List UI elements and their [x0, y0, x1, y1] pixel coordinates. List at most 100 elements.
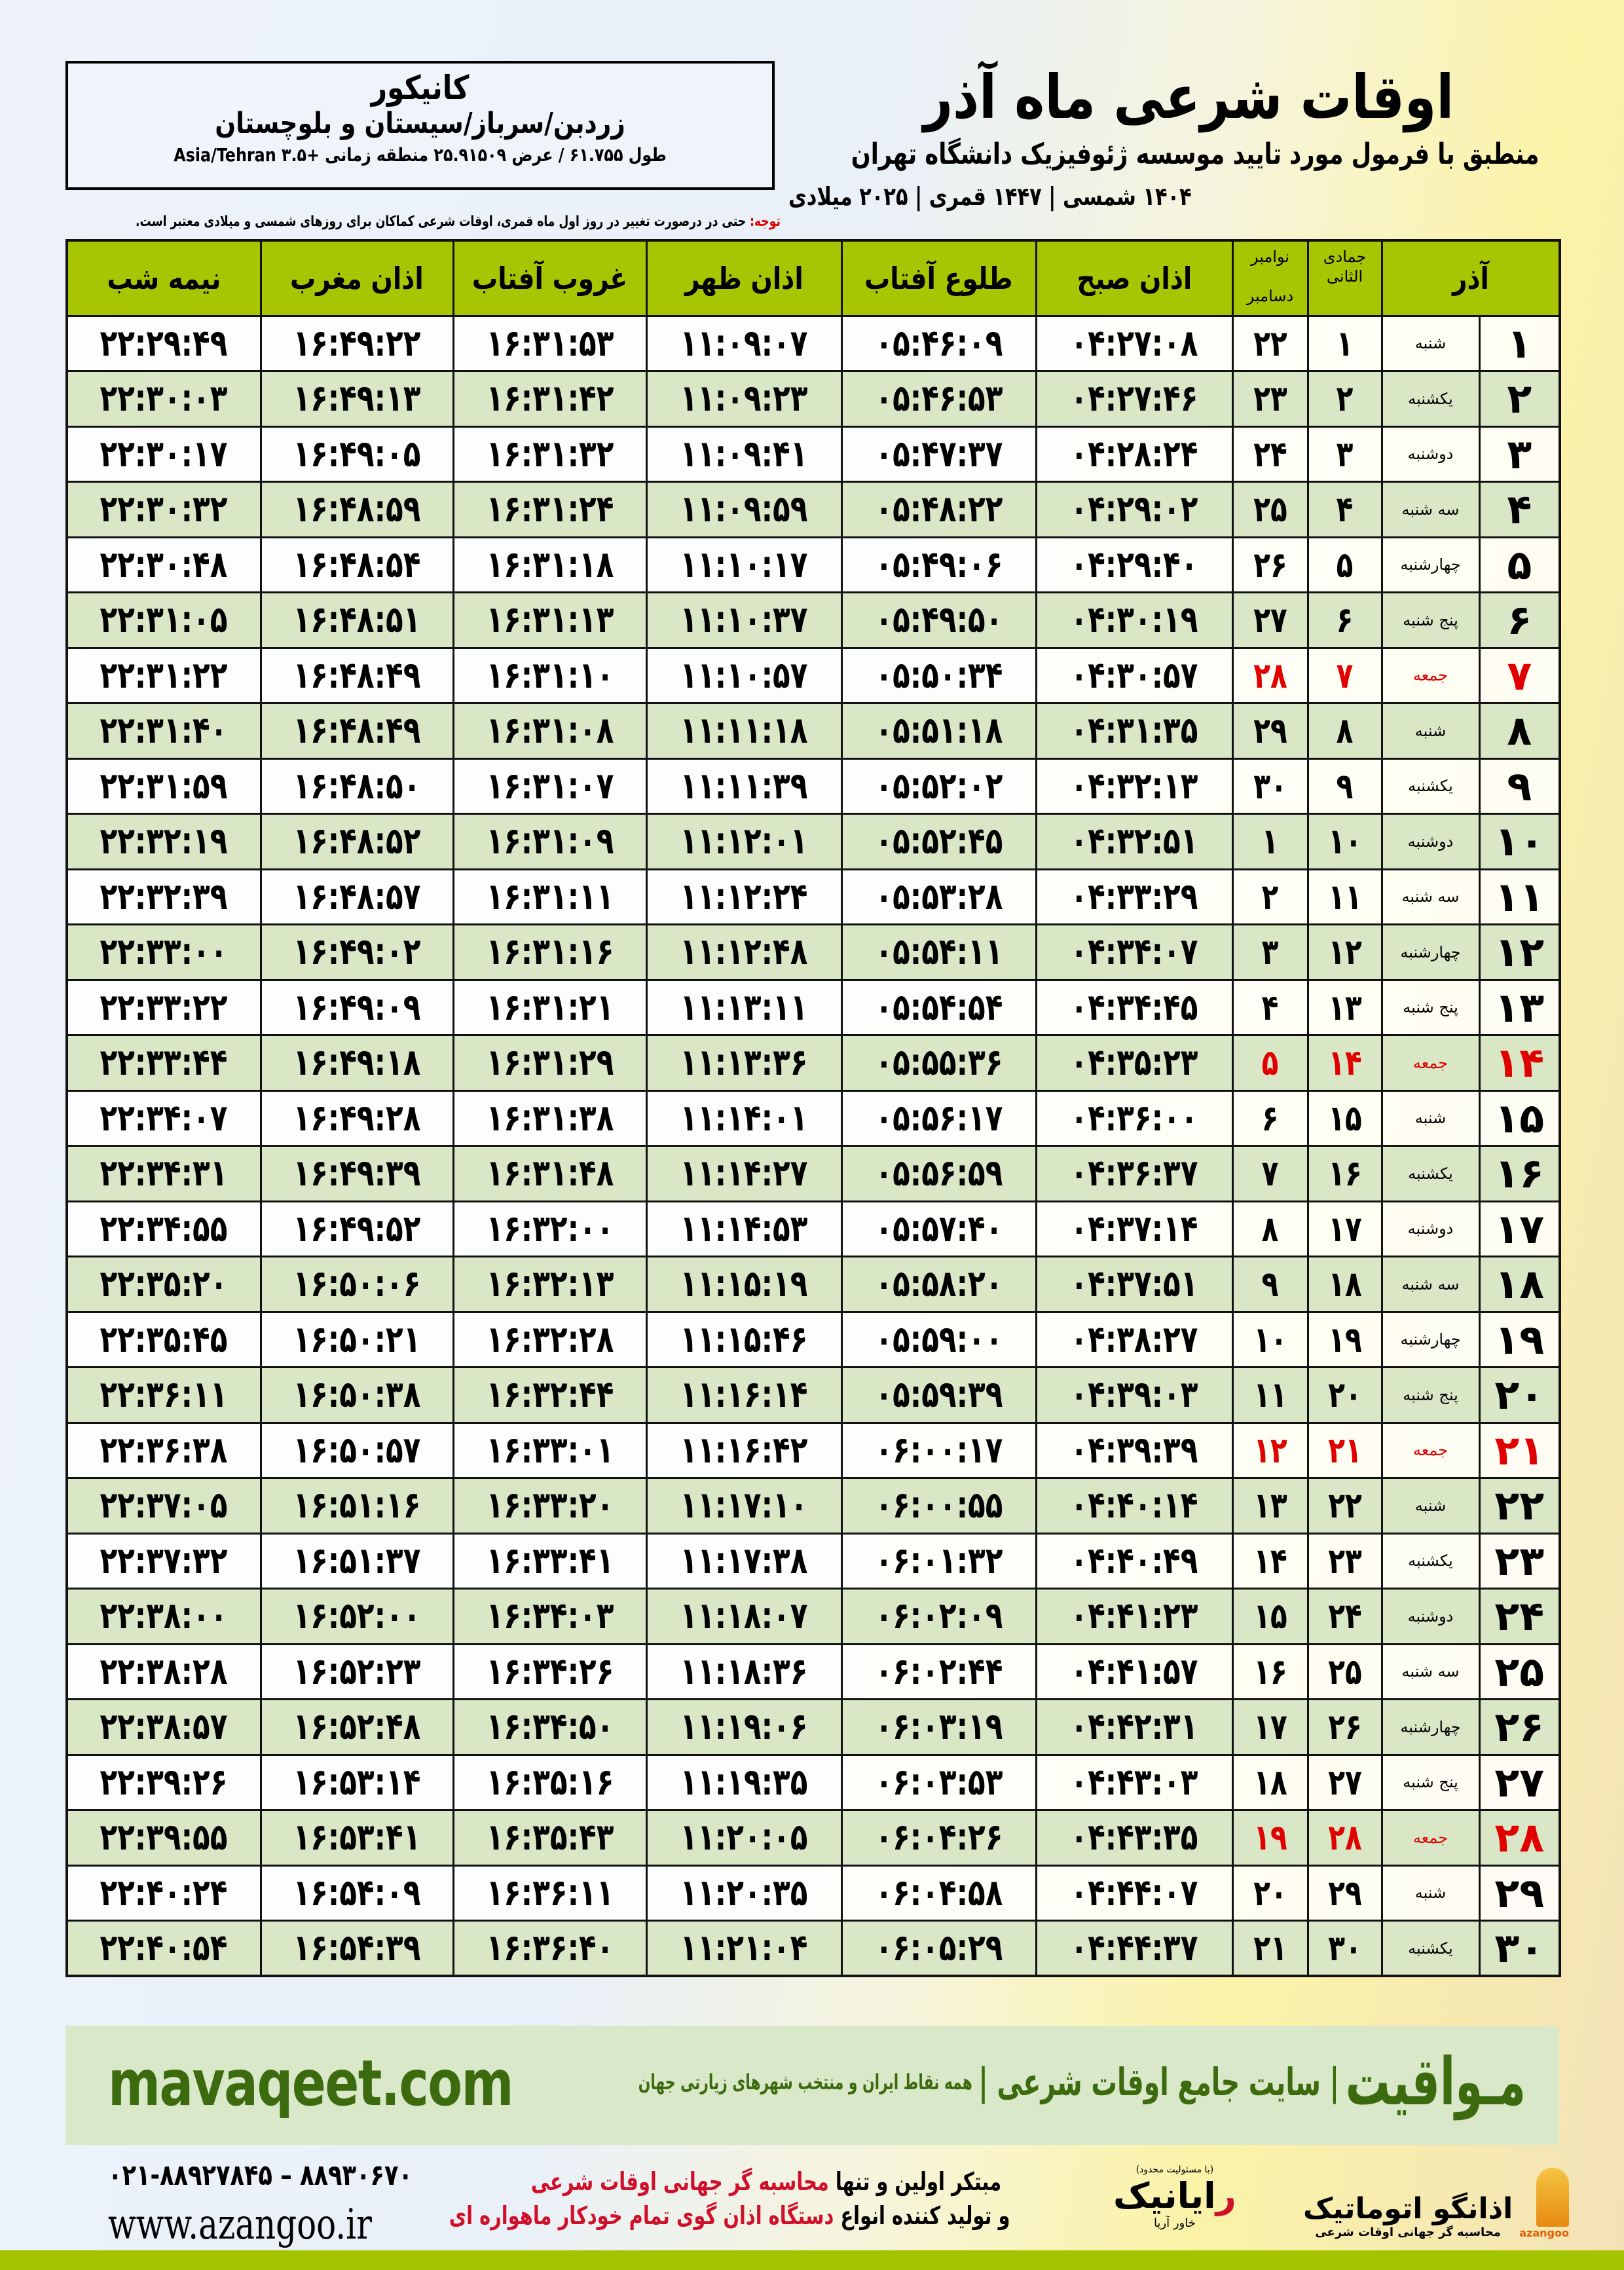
brand-name: مـواقیت [1345, 2043, 1526, 2120]
day-number: ۳ [1478, 425, 1561, 483]
sunset-time: ۱۶:۳۵:۱۶ [452, 1753, 648, 1811]
hijri-day: ۲۱ [1306, 1421, 1383, 1479]
note-label: توجه: [750, 214, 781, 230]
day-number: ۲۸ [1478, 1809, 1561, 1867]
day-number: ۱۶ [1478, 1145, 1561, 1202]
day-number: ۲۰ [1478, 1366, 1561, 1424]
table-row: ۲۲ شنبه ۲۲ ۱۳ ۰۴:۴۰:۱۴ ۰۶:۰۰:۵۵ ۱۱:۱۷:۱۰ ۱۶:۳۳:… [65, 1477, 1561, 1535]
midnight-time: ۲۲:۳۱:۲۲ [65, 646, 262, 704]
dhuhr-time: ۱۱:۱۹:۳۵ [645, 1753, 843, 1811]
sunset-time: ۱۶:۳۲:۴۴ [452, 1366, 648, 1424]
dhuhr-time: ۱۱:۱۰:۵۷ [645, 646, 843, 704]
day-number: ۱ [1478, 314, 1561, 372]
dhuhr-time: ۱۱:۱۱:۳۹ [645, 757, 843, 815]
day-number: ۲۶ [1478, 1698, 1561, 1756]
hijri-day: ۹ [1306, 757, 1383, 815]
fajr-time: ۰۴:۴۰:۱۴ [1035, 1477, 1234, 1535]
sunset-time: ۱۶:۳۱:۱۱ [452, 868, 648, 925]
table-row: ۲۶ چهارشنبه ۲۶ ۱۷ ۰۴:۴۲:۳۱ ۰۶:۰۳:۱۹ ۱۱:۱۹:۰۶ ۱۶… [65, 1698, 1561, 1756]
table-row: ۲۸ جمعه ۲۸ ۱۹ ۰۴:۴۳:۳۵ ۰۶:۰۴:۲۶ ۱۱:۲۰:۰۵ ۱۶:۳۵:… [65, 1809, 1561, 1867]
gregorian-day: ۲۷ [1231, 591, 1309, 649]
sunrise-time: ۰۶:۰۱:۳۲ [840, 1532, 1037, 1590]
day-number: ۷ [1478, 646, 1561, 704]
midnight-time: ۲۲:۳۱:۴۰ [65, 702, 262, 760]
sunrise-time: ۰۵:۵۲:۰۲ [840, 757, 1037, 815]
table-row: ۲۵ سه شنبه ۲۵ ۱۶ ۰۴:۴۱:۵۷ ۰۶:۰۲:۴۴ ۱۱:۱۸:۳۶ ۱۶:… [65, 1643, 1561, 1700]
sunset-time: ۱۶:۳۴:۲۶ [452, 1643, 648, 1700]
dhuhr-time: ۱۱:۱۵:۴۶ [645, 1311, 843, 1368]
hijri-day: ۱ [1306, 314, 1383, 372]
weekday: چهارشنبه [1380, 1311, 1481, 1368]
fajr-time: ۰۴:۲۷:۴۶ [1035, 370, 1234, 428]
gregorian-day: ۲۹ [1231, 702, 1309, 760]
azangoo-url[interactable]: www.azangoo.ir [108, 2201, 372, 2249]
maghrib-time: ۱۶:۵۱:۱۶ [259, 1477, 454, 1535]
dhuhr-time: ۱۱:۱۰:۳۷ [645, 591, 843, 649]
azangoo-logo: azangoo اذانگو اتوماتیک محاسبه گر جهانی ا… [1303, 2168, 1569, 2239]
phone-numbers: ۰۲۱-۸۸۹۲۷۸۴۵ – ۸۸۹۳۰۶۷۰ [108, 2159, 413, 2192]
sunset-time: ۱۶:۳۱:۴۸ [452, 1145, 648, 1202]
maghrib-time: ۱۶:۴۸:۴۹ [259, 646, 454, 704]
sunrise-time: ۰۵:۵۳:۲۸ [840, 868, 1037, 925]
sunrise-time: ۰۵:۵۷:۴۰ [840, 1200, 1037, 1257]
weekday: دوشنبه [1380, 813, 1481, 870]
gregorian-day: ۲۵ [1231, 481, 1309, 538]
maghrib-time: ۱۶:۵۲:۰۰ [259, 1588, 454, 1645]
fajr-time: ۰۴:۲۹:۴۰ [1035, 536, 1234, 593]
sunset-time: ۱۶:۳۳:۲۰ [452, 1477, 648, 1535]
fajr-time: ۰۴:۳۰:۵۷ [1035, 646, 1234, 704]
gregorian-day: ۲۸ [1231, 646, 1309, 704]
fajr-time: ۰۴:۳۹:۰۳ [1035, 1366, 1234, 1424]
header-midnight: نیمه شب [65, 239, 262, 317]
header-maghrib: اذان مغرب [259, 239, 454, 317]
dhuhr-time: ۱۱:۱۷:۳۸ [645, 1532, 843, 1590]
sunrise-time: ۰۶:۰۰:۵۵ [840, 1477, 1037, 1535]
sunrise-time: ۰۵:۴۷:۳۷ [840, 425, 1037, 483]
logo1-name-b: ایانیک [1113, 2175, 1216, 2216]
site-url[interactable]: mavaqeet.com [108, 2047, 513, 2120]
dhuhr-time: ۱۱:۰۹:۵۹ [645, 481, 843, 538]
hijri-day: ۱۹ [1306, 1311, 1383, 1368]
table-row: ۵ چهارشنبه ۵ ۲۶ ۰۴:۲۹:۴۰ ۰۵:۴۹:۰۶ ۱۱:۱۰:۱۷ ۱۶:۳… [65, 536, 1561, 593]
fajr-time: ۰۴:۴۴:۰۷ [1035, 1864, 1234, 1922]
fajr-time: ۰۴:۳۴:۰۷ [1035, 923, 1234, 981]
midnight-time: ۲۲:۳۰:۱۷ [65, 425, 262, 483]
weekday: دوشنبه [1380, 425, 1481, 483]
sunrise-time: ۰۶:۰۲:۰۹ [840, 1588, 1037, 1645]
table-row: ۲۳ یکشنبه ۲۳ ۱۴ ۰۴:۴۰:۴۹ ۰۶:۰۱:۳۲ ۱۱:۱۷:۳۸ ۱۶:۳… [65, 1532, 1561, 1590]
header-fajr: اذان صبح [1035, 239, 1234, 317]
fajr-time: ۰۴:۳۳:۲۹ [1035, 868, 1234, 925]
sunset-time: ۱۶:۳۱:۱۳ [452, 591, 648, 649]
hijri-day: ۱۳ [1306, 978, 1383, 1036]
sunset-time: ۱۶:۳۱:۱۸ [452, 536, 648, 593]
midnight-time: ۲۲:۳۳:۲۲ [65, 978, 262, 1036]
sunrise-time: ۰۵:۵۹:۳۹ [840, 1366, 1037, 1424]
table-header: آذر جمادی الثانی نوامبر دسامبر اذان صبح ط… [65, 239, 1561, 317]
year-line: ۱۴۰۴ شمسی | ۱۴۴۷ قمری | ۲۰۲۵ میلادی [788, 182, 1192, 211]
sunset-time: ۱۶:۳۳:۴۱ [452, 1532, 648, 1590]
dhuhr-time: ۱۱:۱۱:۱۸ [645, 702, 843, 760]
sunrise-time: ۰۵:۵۹:۰۰ [840, 1311, 1037, 1368]
table-row: ۱۱ سه شنبه ۱۱ ۲ ۰۴:۳۳:۲۹ ۰۵:۵۳:۲۸ ۱۱:۱۲:۲۴ ۱۶:۳… [65, 868, 1561, 925]
maghrib-time: ۱۶:۴۸:۵۴ [259, 536, 454, 593]
gregorian-day: ۲۳ [1231, 370, 1309, 428]
fajr-time: ۰۴:۲۸:۲۴ [1035, 425, 1234, 483]
sunset-time: ۱۶:۳۵:۴۳ [452, 1809, 648, 1867]
table-row: ۷ جمعه ۷ ۲۸ ۰۴:۳۰:۵۷ ۰۵:۵۰:۳۴ ۱۱:۱۰:۵۷ ۱۶:۳۱:۱۰… [65, 646, 1561, 704]
sunset-time: ۱۶:۳۱:۵۳ [452, 314, 648, 372]
promo-line2-highlight: دستگاه اذان گوی تمام خودکار ماهواره ای [449, 2201, 834, 2230]
fajr-time: ۰۴:۴۱:۵۷ [1035, 1643, 1234, 1700]
sunrise-time: ۰۵:۴۸:۲۲ [840, 481, 1037, 538]
midnight-time: ۲۲:۳۳:۴۴ [65, 1034, 262, 1092]
hijri-day: ۳ [1306, 425, 1383, 483]
midnight-time: ۲۲:۳۴:۰۷ [65, 1089, 262, 1147]
fajr-time: ۰۴:۳۰:۱۹ [1035, 591, 1234, 649]
midnight-time: ۲۲:۳۰:۰۳ [65, 370, 262, 428]
midnight-time: ۲۲:۳۹:۵۵ [65, 1809, 262, 1867]
day-number: ۲۷ [1478, 1753, 1561, 1811]
day-number: ۹ [1478, 757, 1561, 815]
maghrib-time: ۱۶:۵۳:۱۴ [259, 1753, 454, 1811]
sunset-time: ۱۶:۳۱:۳۸ [452, 1089, 648, 1147]
table-row: ۹ یکشنبه ۹ ۳۰ ۰۴:۳۲:۱۳ ۰۵:۵۲:۰۲ ۱۱:۱۱:۳۹ ۱۶:۳۱:… [65, 757, 1561, 815]
dhuhr-time: ۱۱:۱۳:۳۶ [645, 1034, 843, 1092]
